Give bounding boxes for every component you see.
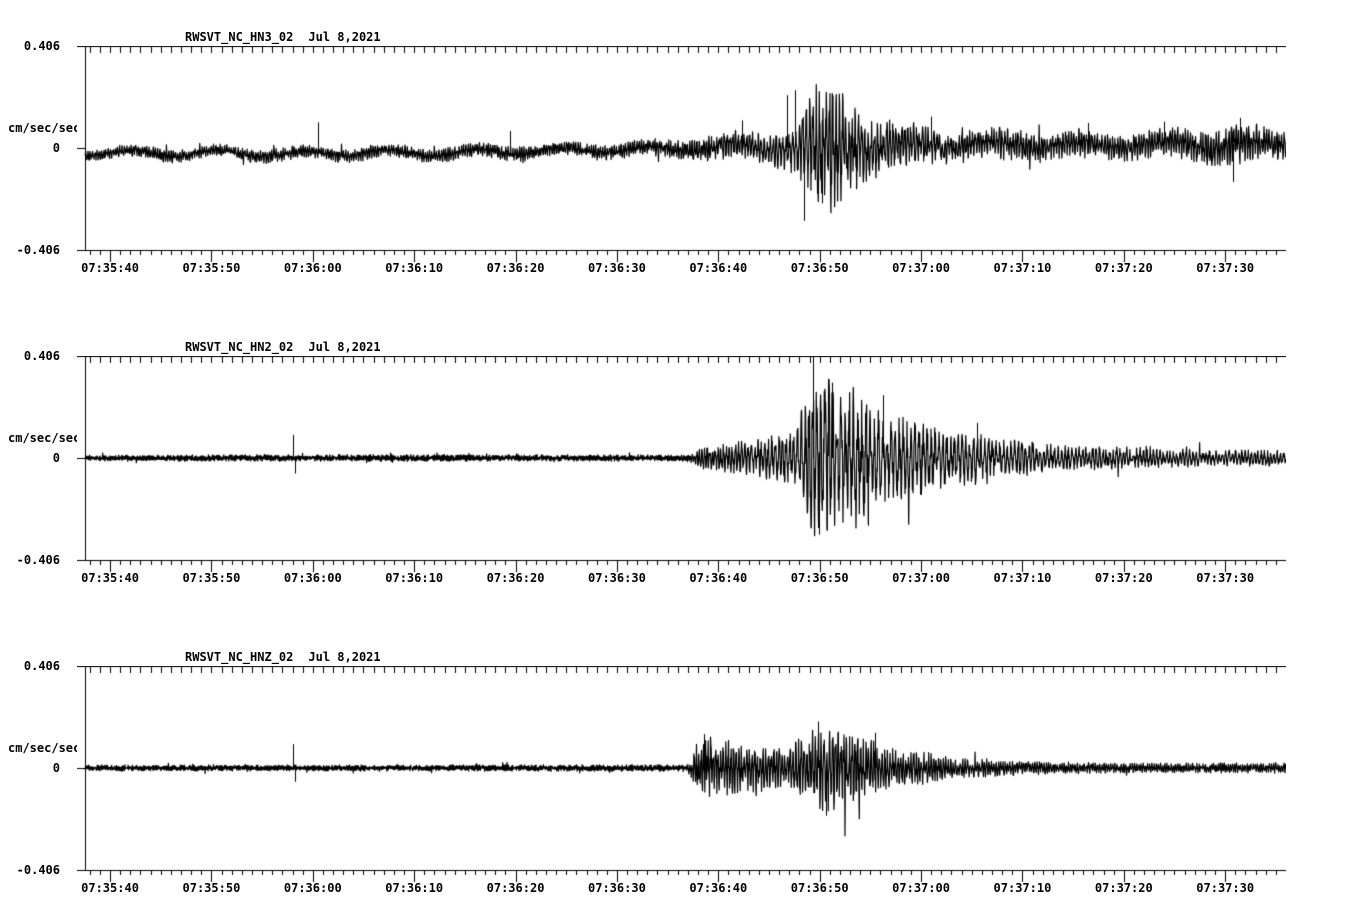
- date-label: Jul 8,2021: [308, 650, 381, 664]
- y-axis-min-label: -0.406: [16, 863, 60, 877]
- x-axis-tick-label: 07:37:00: [892, 881, 950, 895]
- panel-title: RWSVT_NC_HN3_02 Jul 8,2021: [185, 29, 381, 45]
- y-axis-min-label: -0.406: [16, 243, 60, 257]
- x-axis-tick-label: 07:35:50: [182, 881, 241, 895]
- x-axis-tick-label: 07:37:00: [892, 261, 950, 275]
- x-axis-tick-label: 07:36:40: [689, 881, 748, 895]
- x-axis-tick-label: 07:36:20: [486, 571, 545, 585]
- x-axis-tick-label: 07:36:50: [790, 571, 849, 585]
- panel-title: RWSVT_NC_HNZ_02 Jul 8,2021: [185, 649, 381, 665]
- date-label: Jul 8,2021: [308, 340, 381, 354]
- x-axis-tick-label: 07:36:00: [283, 261, 342, 275]
- x-axis-tick-label: 07:36:50: [790, 881, 849, 895]
- x-axis-tick-label: 07:37:20: [1094, 571, 1153, 585]
- x-axis-tick-label: 07:36:40: [689, 261, 748, 275]
- seismogram-panel-hn3: RWSVT_NC_HN3_02 Jul 8,2021 0.406 cm/sec/s…: [0, 0, 1358, 310]
- x-axis-tick-label: 07:36:20: [486, 261, 545, 275]
- seismogram-panel-hnz: RWSVT_NC_HNZ_02 Jul 8,2021 0.406 cm/sec/s…: [0, 620, 1358, 924]
- x-axis-tick-label: 07:36:10: [385, 261, 444, 275]
- y-axis-units-label: cm/sec/sec: [8, 121, 81, 135]
- y-axis-max-label: 0.406: [23, 39, 60, 53]
- x-axis-tick-label: 07:36:00: [283, 881, 342, 895]
- x-axis-tick-label: 07:36:10: [385, 571, 444, 585]
- x-axis-tick-label: 07:37:30: [1196, 571, 1255, 585]
- y-axis-units-label: cm/sec/sec: [8, 741, 81, 755]
- y-axis-zero-label: 0: [52, 451, 60, 465]
- y-axis-max-label: 0.406: [23, 659, 60, 673]
- x-axis-tick-label: 07:36:30: [588, 261, 646, 275]
- station-channel-label: RWSVT_NC_HN3_02: [185, 30, 294, 44]
- x-axis-tick-label: 07:37:30: [1196, 881, 1255, 895]
- y-axis-max-label: 0.406: [23, 349, 60, 363]
- x-axis-tick-label: 07:36:20: [486, 881, 545, 895]
- panel-title: RWSVT_NC_HN2_02 Jul 8,2021: [185, 339, 381, 355]
- x-axis-tick-label: 07:36:40: [689, 571, 748, 585]
- x-axis-tick-label: 07:37:10: [993, 881, 1052, 895]
- x-axis-tick-label: 07:37:10: [993, 261, 1052, 275]
- x-axis-tick-label: 07:35:50: [182, 571, 241, 585]
- waveform-plot-hn2: [77, 356, 1286, 574]
- x-axis-tick-label: 07:36:30: [588, 881, 646, 895]
- x-axis-tick-label: 07:35:40: [81, 261, 139, 275]
- waveform-plot-hn3: [77, 46, 1286, 264]
- station-channel-label: RWSVT_NC_HN2_02: [185, 340, 294, 354]
- waveform-plot-hnz: [77, 666, 1286, 884]
- x-axis-tick-label: 07:36:30: [588, 571, 646, 585]
- x-axis-tick-label: 07:37:20: [1094, 881, 1153, 895]
- station-channel-label: RWSVT_NC_HNZ_02: [185, 650, 294, 664]
- x-axis-tick-label: 07:36:00: [283, 571, 342, 585]
- seismogram-panel-hn2: RWSVT_NC_HN2_02 Jul 8,2021 0.406 cm/sec/s…: [0, 310, 1358, 620]
- x-axis-tick-label: 07:35:50: [182, 261, 241, 275]
- x-axis-tick-label: 07:36:50: [790, 261, 849, 275]
- x-axis-tick-label: 07:37:30: [1196, 261, 1255, 275]
- date-label: Jul 8,2021: [308, 30, 381, 44]
- x-axis-tick-label: 07:37:10: [993, 571, 1052, 585]
- x-axis-tick-label: 07:35:40: [81, 571, 139, 585]
- x-axis-tick-label: 07:37:00: [892, 571, 950, 585]
- y-axis-min-label: -0.406: [16, 553, 60, 567]
- x-axis-tick-label: 07:36:10: [385, 881, 444, 895]
- x-axis-tick-label: 07:37:20: [1094, 261, 1153, 275]
- y-axis-zero-label: 0: [52, 761, 60, 775]
- x-axis-tick-label: 07:35:40: [81, 881, 139, 895]
- y-axis-units-label: cm/sec/sec: [8, 431, 81, 445]
- y-axis-zero-label: 0: [52, 141, 60, 155]
